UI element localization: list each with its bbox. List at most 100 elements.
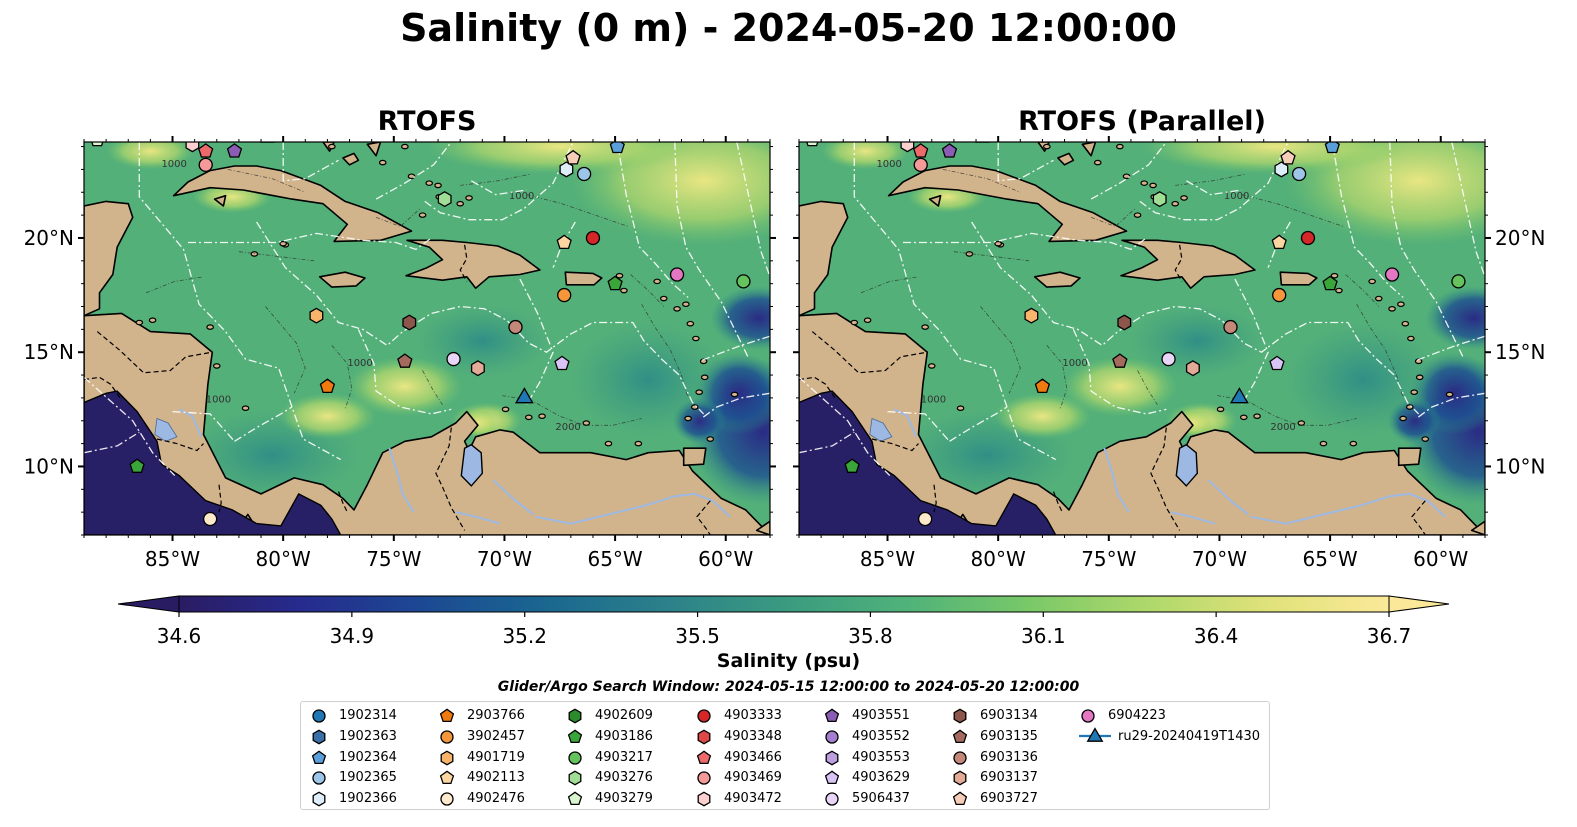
- legend-marker: [440, 792, 454, 806]
- legend-item: 1902363: [309, 726, 397, 746]
- legend-label: ru29-20240419T1430: [1118, 728, 1261, 744]
- salinity-patch: [993, 393, 1092, 440]
- river: [388, 447, 415, 513]
- eez-boundary: [84, 431, 140, 454]
- small-island: [1405, 404, 1414, 410]
- bathymetry-contour: [641, 304, 689, 399]
- eez-boundary: [282, 142, 339, 182]
- panel-title-rtofs-parallel: RTOFS (Parallel): [1018, 106, 1266, 137]
- small-island: [434, 182, 442, 189]
- legend-marker-icon: [825, 730, 839, 744]
- land-bahamasB: [366, 142, 382, 157]
- colorbar-body: [178, 595, 1390, 613]
- small-island: [425, 180, 434, 186]
- legend-marker: [825, 750, 839, 766]
- small-island: [501, 406, 510, 413]
- colorbar-tick-label: 36.1: [1021, 624, 1066, 648]
- river: [1207, 479, 1249, 516]
- eez-boundary: [674, 142, 749, 358]
- legend-marker-icon: [440, 792, 454, 806]
- small-island: [706, 436, 715, 442]
- observation-marker: [1324, 142, 1340, 154]
- lon-tick-label: 65°W: [587, 547, 642, 571]
- lon-tick-label: 80°W: [971, 547, 1026, 571]
- legend-label: 4903276: [595, 769, 653, 785]
- river: [492, 479, 534, 516]
- legend-marker: [568, 708, 582, 724]
- observation-marker: [202, 511, 218, 527]
- small-island: [1445, 391, 1454, 398]
- legend-marker: [697, 791, 711, 807]
- small-island: [604, 440, 613, 447]
- observation-marker: [1152, 191, 1167, 208]
- legend-marker-icon: [697, 709, 711, 723]
- eez-boundary: [903, 232, 1147, 251]
- land-puertoRico: [564, 271, 603, 286]
- bathymetry-contour: [630, 274, 665, 307]
- lake-maracaibo: [460, 443, 484, 487]
- observation-marker: [1271, 234, 1287, 250]
- lon-tick-label: 75°W: [1081, 547, 1136, 571]
- small-island: [1319, 440, 1328, 447]
- salinity-patch: [278, 393, 377, 440]
- salinity-patch: [427, 142, 693, 174]
- legend-marker-icon: [952, 791, 968, 806]
- small-island: [1399, 415, 1407, 422]
- river: [1103, 447, 1130, 513]
- small-island: [250, 251, 259, 257]
- small-island: [418, 212, 427, 218]
- observation-marker: [669, 267, 685, 282]
- lon-tick-label: 85°W: [860, 547, 915, 571]
- small-island: [135, 319, 144, 326]
- country-border: [459, 244, 468, 282]
- legend-marker-icon: [825, 750, 839, 766]
- lat-tick-label: 20°N: [24, 226, 74, 250]
- legend-marker-icon: [312, 729, 326, 745]
- small-island: [1401, 320, 1410, 327]
- legend-marker: [696, 750, 712, 765]
- legend-label: 4902113: [467, 769, 525, 785]
- lon-tick-label: 70°W: [477, 547, 532, 571]
- observation-marker: [607, 275, 623, 291]
- country-border: [435, 427, 466, 531]
- legend-item: 6903135: [950, 726, 1038, 746]
- small-island: [653, 278, 661, 285]
- small-island: [620, 287, 628, 294]
- observation-marker: [185, 142, 200, 153]
- legend-label: 1902365: [339, 769, 397, 785]
- small-island: [212, 363, 221, 369]
- legend-marker: [439, 770, 455, 785]
- observation-marker: [397, 353, 413, 368]
- eez-boundary: [357, 329, 452, 415]
- small-island: [456, 200, 464, 207]
- legend-label: 2903766: [467, 707, 525, 723]
- bathymetry-contour: [331, 345, 353, 410]
- legend-label: 4902609: [595, 707, 653, 723]
- eez-boundary: [887, 410, 950, 442]
- legend-marker-icon: [697, 729, 711, 745]
- contour-label: 1000: [876, 159, 901, 170]
- country-border: [933, 484, 937, 513]
- lat-tick-label: 10°N: [24, 454, 74, 478]
- small-island: [1149, 182, 1157, 189]
- country-border: [1150, 427, 1181, 531]
- legend-item: 1902365: [309, 767, 397, 787]
- colorbar-tick-label: 36.7: [1367, 624, 1412, 648]
- small-island: [1216, 406, 1225, 413]
- observation-marker: [1451, 274, 1466, 289]
- river: [455, 511, 501, 525]
- land-yucatan: [799, 200, 849, 317]
- bathymetry-contour: [980, 306, 1021, 394]
- observation-marker: [319, 378, 336, 394]
- land-hispaniola: [1120, 239, 1256, 289]
- land-hispaniola: [405, 239, 541, 289]
- salinity-patch: [106, 142, 195, 170]
- legend-item: 6903727: [950, 788, 1038, 808]
- contour-label: 1000: [347, 358, 372, 369]
- small-island: [1349, 440, 1358, 447]
- legend-label: 3902457: [467, 728, 525, 744]
- small-island: [956, 405, 965, 411]
- colorbar: 34.6 34.9 35.2 35.5 35.8 36.1 36.4 36.7: [117, 595, 1450, 648]
- bathymetry-contour: [942, 169, 1021, 193]
- eez-boundary: [616, 142, 689, 298]
